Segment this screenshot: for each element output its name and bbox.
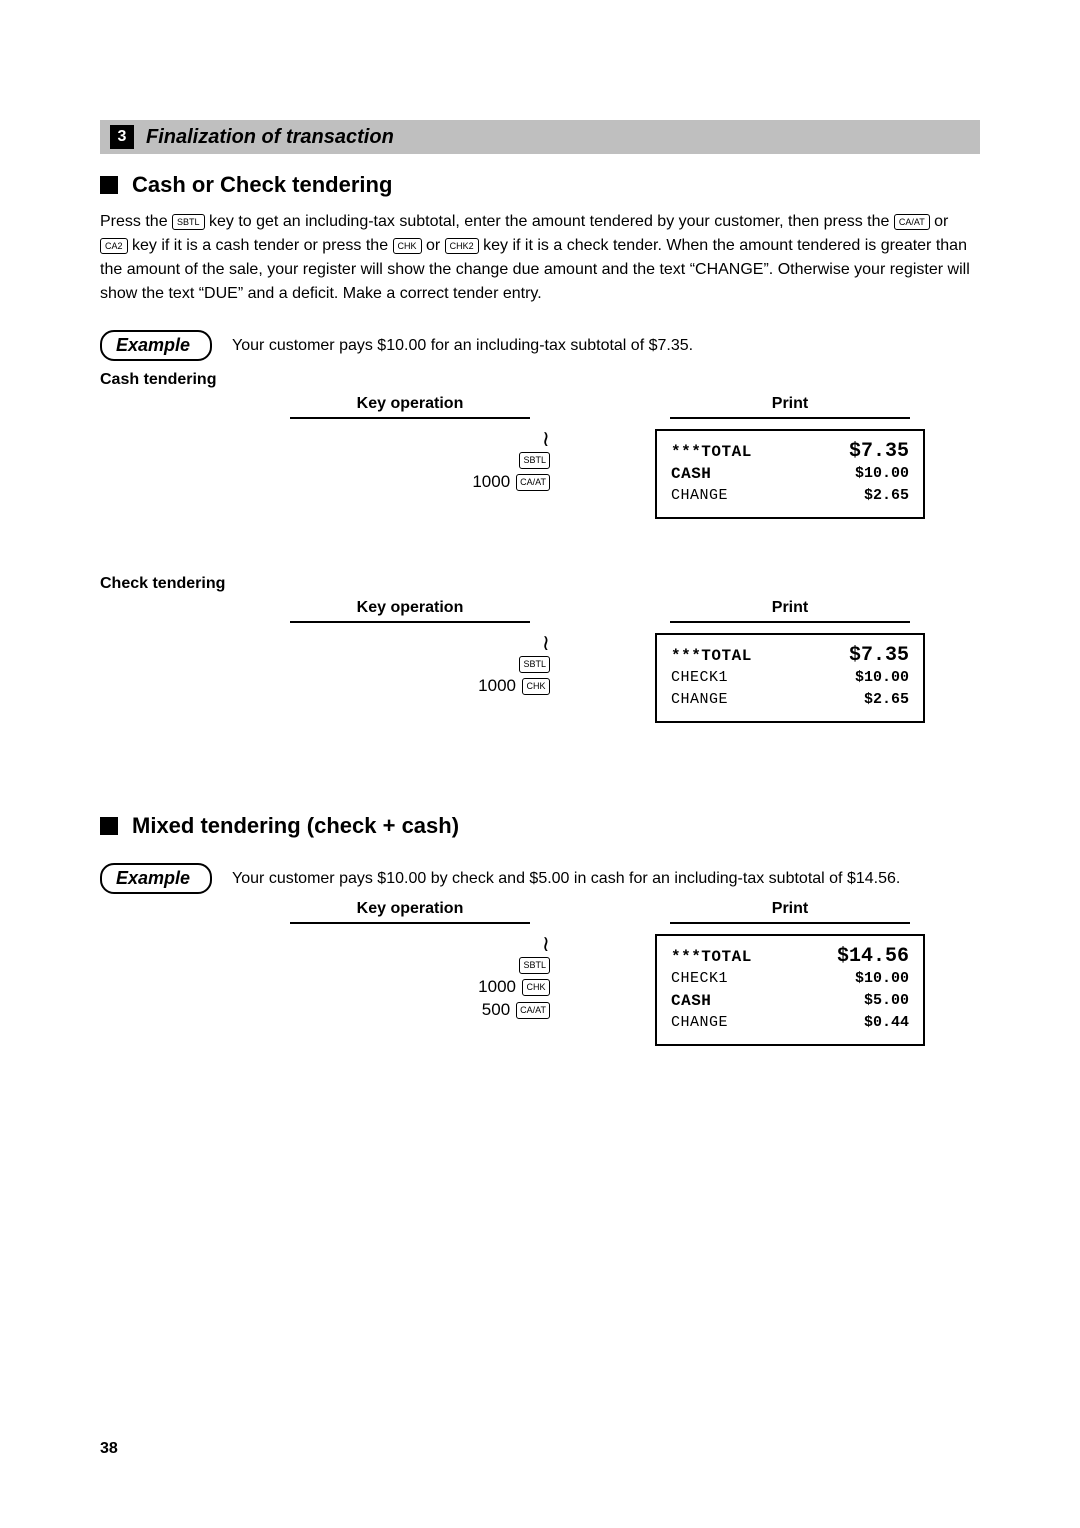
keycap-chk: CHK [522,678,550,695]
example-pill: Example [100,863,212,894]
example-text: Your customer pays $10.00 by check and $… [232,870,900,888]
keyop-num: 1000 [478,977,516,997]
col-keyop: Key operation ≀ SBTL 1000 CHK [100,599,600,723]
receipt-change-val: $2.65 [864,485,909,507]
intro-paragraph: Press the SBTL key to get an including-t… [100,210,980,306]
keyop-block: ≀ SBTL 1000 CHK 500 CA/AT [220,934,600,1020]
receipt-check-val: $10.00 [855,968,909,990]
receipt-total-label: ***TOTAL [671,645,752,667]
receipt-cash-label: CASH [671,463,711,485]
receipt-change-label: CHANGE [671,1012,728,1034]
keycap-sbtl: SBTL [519,957,550,974]
keycap-caat: CA/AT [894,214,930,230]
keyop-num: 500 [482,1000,510,1020]
col-header-print: Print [670,599,910,623]
keycap-sbtl: SBTL [519,656,550,673]
subheading-cash-check: Cash or Check tendering [100,172,980,198]
receipt-cash-label: CASH [671,990,711,1012]
subheading-mixed: Mixed tendering (check + cash) [100,813,980,839]
receipt-check-val: $10.00 [855,667,909,689]
col-header-keyop: Key operation [290,900,530,924]
example-row: Example Your customer pays $10.00 by che… [100,863,980,894]
keycap-ca2: CA2 [100,238,128,254]
col-header-keyop: Key operation [290,599,530,623]
section-number: 3 [110,125,134,149]
wavy-icon: ≀ [542,633,550,653]
receipt-total-val: $14.56 [837,946,909,968]
intro-text: or [426,237,445,254]
keyop-num: 1000 [472,472,510,492]
receipt-check-label: CHECK1 [671,968,728,990]
receipt-total-label: ***TOTAL [671,946,752,968]
receipt-change-val: $2.65 [864,689,909,711]
col-print: Print ***TOTAL $7.35 CASH $10.00 CHANGE $2.… [600,395,980,519]
col-print: Print ***TOTAL $7.35 CHECK1 $10.00 CHANGE $… [600,599,980,723]
square-bullet-icon [100,817,118,835]
col-header-print: Print [670,395,910,419]
col-keyop: Key operation ≀ SBTL 1000 CA/AT [100,395,600,519]
example-text: Your customer pays $10.00 for an includi… [232,337,693,355]
section-title: Finalization of transaction [134,126,394,149]
example-row: Example Your customer pays $10.00 for an… [100,330,980,361]
col-header-print: Print [670,900,910,924]
subheading-text: Cash or Check tendering [132,172,392,198]
receipt-total-val: $7.35 [849,645,909,667]
receipt-cash-val: $5.00 [864,990,909,1012]
col-print: Print ***TOTAL $14.56 CHECK1 $10.00 CASH $5… [600,900,980,1046]
keycap-chk: CHK [393,238,422,254]
keycap-caat: CA/AT [516,1002,550,1019]
columns-check: Key operation ≀ SBTL 1000 CHK Print ***TO… [100,599,980,723]
columns-mixed: Key operation ≀ SBTL 1000 CHK 500 CA/AT Pr… [100,900,980,1046]
intro-text: or [934,213,948,230]
receipt-total-val: $7.35 [849,441,909,463]
square-bullet-icon [100,176,118,194]
receipt-change-label: CHANGE [671,485,728,507]
receipt-change-label: CHANGE [671,689,728,711]
columns-cash: Key operation ≀ SBTL 1000 CA/AT Print ***… [100,395,980,519]
receipt-total-label: ***TOTAL [671,441,752,463]
receipt-cash-val: $10.00 [855,463,909,485]
wavy-icon: ≀ [542,934,550,954]
col-keyop: Key operation ≀ SBTL 1000 CHK 500 CA/AT [100,900,600,1046]
case-cash-label: Cash tendering [100,371,980,389]
keycap-sbtl: SBTL [519,452,550,469]
keycap-chk2: CHK2 [445,238,479,254]
keycap-caat: CA/AT [516,474,550,491]
receipt-change-val: $0.44 [864,1012,909,1034]
intro-text: key to get an including-tax subtotal, en… [209,213,894,230]
intro-text: Press the [100,213,172,230]
receipt-check: ***TOTAL $7.35 CHECK1 $10.00 CHANGE $2.65 [655,633,925,723]
col-header-keyop: Key operation [290,395,530,419]
subheading-text: Mixed tendering (check + cash) [132,813,459,839]
section-header: 3 Finalization of transaction [100,120,980,154]
keyop-block: ≀ SBTL 1000 CA/AT [220,429,600,492]
receipt-cash: ***TOTAL $7.35 CASH $10.00 CHANGE $2.65 [655,429,925,519]
keyop-block: ≀ SBTL 1000 CHK [220,633,600,696]
page-number: 38 [100,1440,118,1458]
case-check-label: Check tendering [100,575,980,593]
intro-text: key if it is a cash tender or press the [132,237,393,254]
example-pill: Example [100,330,212,361]
receipt-check-label: CHECK1 [671,667,728,689]
wavy-icon: ≀ [542,429,550,449]
keyop-num: 1000 [478,676,516,696]
receipt-mixed: ***TOTAL $14.56 CHECK1 $10.00 CASH $5.00 CH… [655,934,925,1046]
keycap-sbtl: SBTL [172,214,205,230]
keycap-chk: CHK [522,979,550,996]
